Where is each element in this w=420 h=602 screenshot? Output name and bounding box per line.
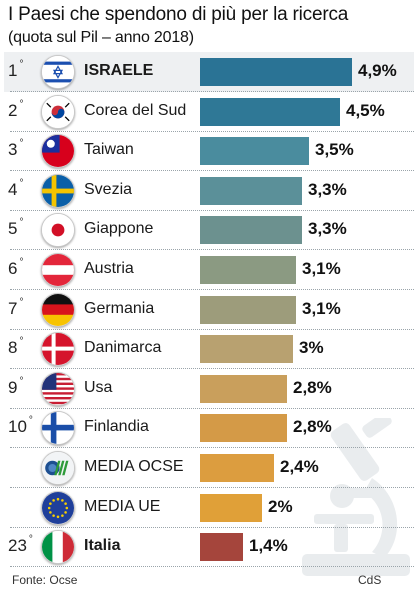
germany-flag-icon	[41, 292, 75, 327]
credit-label: CdS	[358, 573, 382, 587]
rank-number: 3	[8, 140, 18, 160]
usa-flag-icon	[41, 371, 75, 406]
rank-number: 10	[8, 417, 27, 437]
country-label: Giappone	[84, 220, 154, 238]
rank-label: 2 °	[8, 98, 24, 120]
rank-number: 1	[8, 61, 18, 80]
country-label: MEDIA OCSE	[84, 458, 184, 475]
denmark-flag-icon	[41, 332, 75, 367]
bar	[200, 335, 293, 364]
country-label: Austria	[84, 260, 134, 277]
rank-label: 6 °	[8, 257, 24, 278]
israel-flag-icon	[41, 55, 75, 89]
rank-label: 8 °	[8, 336, 24, 358]
country-label: Corea del Sud	[84, 101, 187, 119]
rank-label: 4 °	[8, 177, 24, 199]
chart-row: 7 ° Germania 3,1%	[4, 290, 414, 330]
rank-label: 9 °	[8, 375, 24, 397]
italy-flag-icon	[41, 530, 75, 565]
country-label: Usa	[84, 378, 113, 396]
chart-row: 10 ° Finlandia 2,8%	[4, 408, 414, 449]
value-label: 2%	[268, 496, 293, 516]
value-label: 4,5%	[346, 100, 385, 120]
bar	[200, 176, 302, 205]
taiwan-flag-icon	[41, 134, 75, 169]
rank-label: 7 °	[8, 296, 24, 318]
chart-row: 5 ° Giappone 3,3%	[4, 210, 414, 251]
bar	[200, 374, 287, 403]
value-label: 3,5%	[315, 140, 354, 160]
bar	[200, 295, 296, 324]
value-label: 3,1%	[302, 298, 341, 318]
sweden-flag-icon	[41, 173, 75, 208]
rank-number: 9	[8, 377, 18, 397]
rank-number: 4	[8, 179, 18, 199]
bar	[200, 454, 274, 482]
chart-title: I Paesi che spendono di più per la ricer…	[8, 4, 349, 25]
country-label: MEDIA UE	[84, 497, 161, 515]
value-label: 2,8%	[293, 417, 332, 437]
rank-number: 2	[8, 100, 18, 120]
chart-subtitle: (quota sul Pil – anno 2018)	[8, 29, 194, 46]
bar	[200, 216, 302, 245]
country-label: Svezia	[84, 180, 133, 198]
rank-number: 23	[8, 536, 27, 556]
chart-row: 4 ° Svezia 3,3%	[4, 171, 414, 211]
bar	[200, 58, 352, 86]
chart-row: 8 ° Danimarca 3%	[4, 329, 414, 370]
country-label: Taiwan	[84, 141, 134, 159]
source-note: Fonte: Ocse	[12, 573, 78, 587]
chart-row: MEDIA UE 2%	[4, 488, 414, 528]
oecd-logo-icon	[41, 451, 75, 485]
value-label: 3,1%	[302, 259, 341, 278]
bar	[200, 493, 262, 522]
bar	[200, 137, 309, 166]
chart-row: 6 ° Austria 3,1%	[4, 250, 414, 290]
value-label: 3,3%	[308, 219, 347, 239]
rank-number: 7	[8, 298, 18, 318]
austria-flag-icon	[41, 253, 75, 287]
value-label: 1,4%	[249, 536, 288, 556]
japan-flag-icon	[41, 213, 75, 248]
country-label: Danimarca	[84, 339, 162, 357]
chart-row: 3 ° Taiwan 3,5%	[4, 131, 414, 172]
value-label: 3,3%	[308, 179, 347, 199]
rank-label: 1 °	[8, 59, 24, 80]
bar	[200, 533, 243, 562]
chart-row: 1 ° ISRAELE 4,9%	[4, 52, 414, 92]
rank-number: 5	[8, 219, 18, 239]
finland-flag-icon	[41, 411, 75, 446]
chart-row: 23 ° Italia 1,4%	[4, 527, 414, 568]
bar	[200, 414, 287, 443]
country-label: Germania	[84, 299, 155, 317]
country-label: ISRAELE	[84, 62, 154, 79]
south-korea-flag-icon	[41, 94, 75, 129]
value-label: 2,8%	[293, 377, 332, 397]
rank-number: 8	[8, 338, 18, 358]
rank-label: 10 °	[8, 415, 33, 437]
rank-number: 6	[8, 259, 18, 278]
bar	[200, 97, 340, 126]
microscope-icon	[302, 418, 410, 576]
rank-label: 5 °	[8, 217, 24, 239]
country-label: Italia	[84, 537, 121, 555]
rank-label: 23 °	[8, 534, 33, 556]
bar	[200, 256, 296, 284]
country-label: Finlandia	[84, 418, 149, 436]
chart-row: MEDIA OCSE 2,4%	[4, 448, 414, 488]
rank-label: 3 °	[8, 138, 24, 160]
eu-flag-icon	[41, 490, 75, 525]
value-label: 3%	[299, 338, 324, 358]
value-label: 4,9%	[358, 61, 397, 80]
value-label: 2,4%	[280, 457, 319, 476]
chart-row: 9 ° Usa 2,8%	[4, 369, 414, 409]
chart-row: 2 ° Corea del Sud 4,5%	[4, 92, 414, 132]
